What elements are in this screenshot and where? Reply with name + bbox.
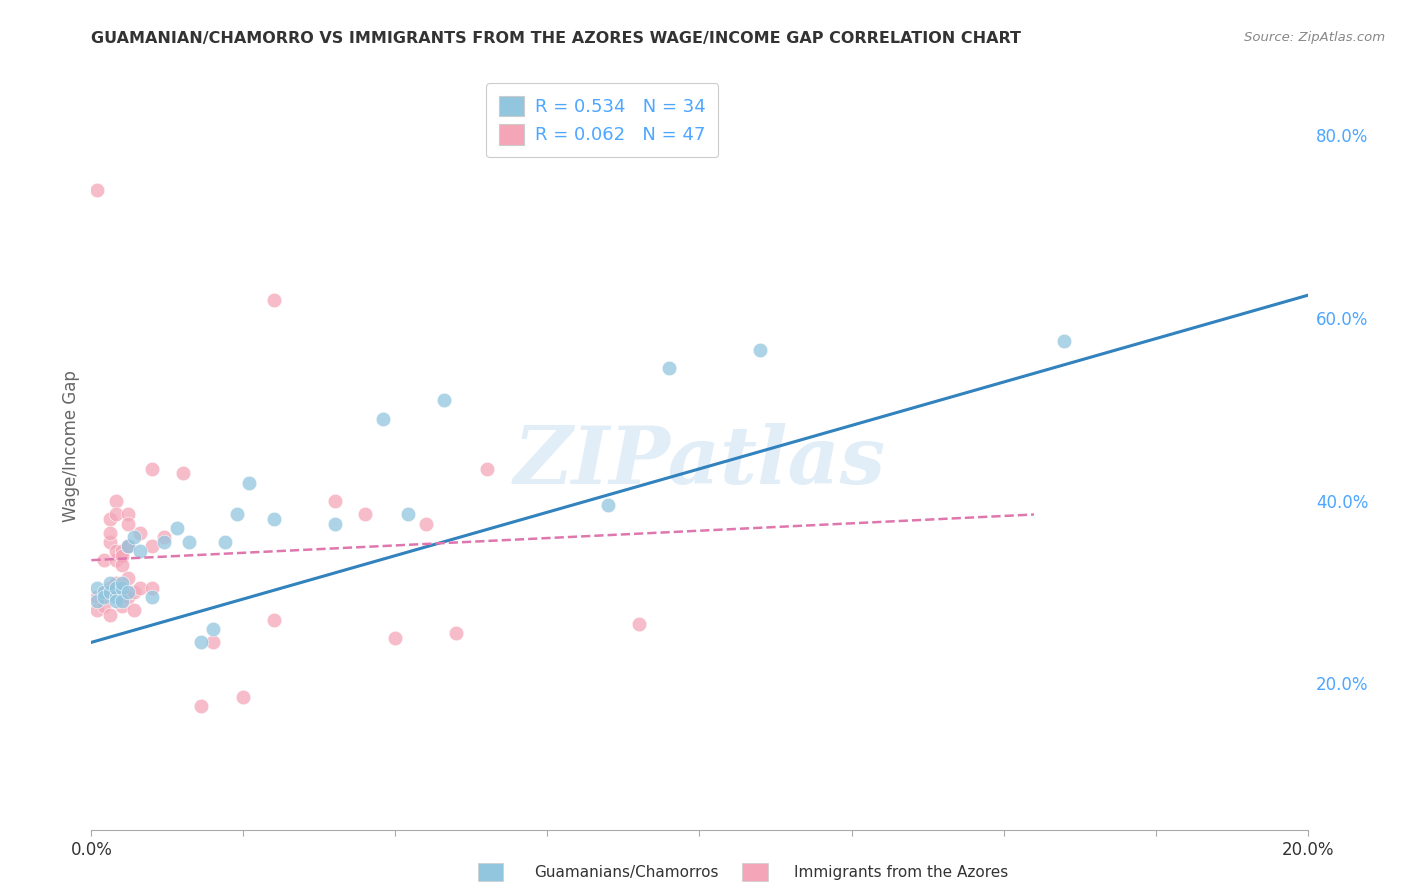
Point [111,576,134,591]
Point [86,590,108,604]
Point [141,462,163,476]
Point [122,603,145,617]
Point [111,549,134,563]
Point [263,613,285,627]
Point [104,544,127,558]
Point [232,690,254,705]
Point [104,508,127,522]
Text: ZIPatlas: ZIPatlas [513,423,886,500]
Point [117,585,139,599]
Point [749,343,772,358]
Point [444,626,467,640]
Point [98,576,121,591]
Point [202,635,225,649]
Point [93,590,115,604]
Point [117,516,139,531]
Point [658,361,681,376]
Point [373,411,395,425]
Y-axis label: Wage/Income Gap: Wage/Income Gap [62,370,80,522]
Point [117,571,139,585]
Point [104,493,127,508]
Point [111,544,134,558]
Point [117,540,139,554]
Text: Guamanians/Chamorros: Guamanians/Chamorros [534,865,718,880]
Point [122,585,145,599]
Point [111,599,134,613]
Point [141,581,163,595]
Point [396,508,419,522]
Point [86,603,108,617]
Point [104,590,127,604]
Point [177,535,200,549]
Point [86,594,108,608]
Point [111,594,134,608]
Point [153,535,176,549]
Point [263,512,285,526]
Point [98,535,121,549]
Point [98,525,121,540]
Point [122,530,145,544]
Point [384,631,406,645]
Point [86,183,108,197]
Point [433,393,456,408]
Point [141,540,163,554]
Point [129,544,152,558]
Point [117,540,139,554]
Legend: R = 0.534   N = 34, R = 0.062   N = 47: R = 0.534 N = 34, R = 0.062 N = 47 [486,83,718,157]
Point [323,493,346,508]
Point [214,535,236,549]
Point [98,585,121,599]
Point [104,553,127,567]
Point [111,558,134,572]
Point [93,585,115,599]
Point [238,475,260,490]
Point [415,516,437,531]
Point [153,530,176,544]
Point [323,516,346,531]
Point [104,581,127,595]
Point [475,462,498,476]
Point [263,293,285,307]
Text: GUAMANIAN/CHAMORRO VS IMMIGRANTS FROM THE AZORES WAGE/INCOME GAP CORRELATION CHA: GUAMANIAN/CHAMORRO VS IMMIGRANTS FROM TH… [91,31,1021,46]
Point [98,581,121,595]
Point [93,599,115,613]
Point [93,585,115,599]
Point [111,581,134,595]
Point [104,594,127,608]
Point [202,622,225,636]
Point [129,525,152,540]
Point [190,635,212,649]
Point [1053,334,1076,348]
Point [98,607,121,622]
Point [166,521,188,535]
Point [354,508,377,522]
Point [598,499,620,513]
Point [104,576,127,591]
Point [172,467,194,481]
Point [93,553,115,567]
Point [117,540,139,554]
Point [86,581,108,595]
Point [117,590,139,604]
Text: Source: ZipAtlas.com: Source: ZipAtlas.com [1244,31,1385,45]
Point [627,617,650,632]
Point [226,508,249,522]
Point [117,508,139,522]
Point [98,512,121,526]
Point [141,590,163,604]
Point [129,581,152,595]
Point [190,699,212,714]
Text: Immigrants from the Azores: Immigrants from the Azores [794,865,1008,880]
